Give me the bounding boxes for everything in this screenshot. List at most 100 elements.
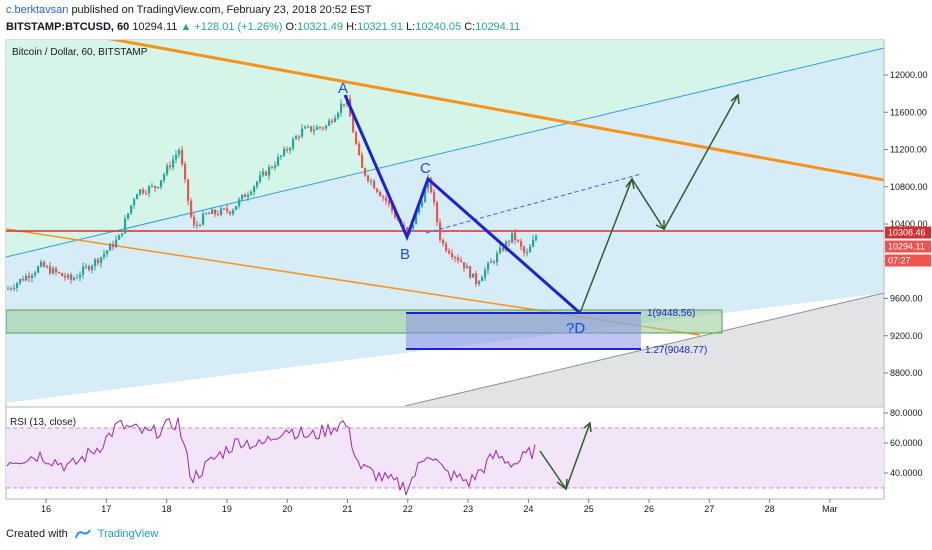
price-tick-label: 10400.00 [890,219,928,229]
candle-body [85,266,88,268]
time-tick-label: 19 [222,504,232,514]
price-tick-label: 11200.00 [890,145,927,155]
candle-body [271,167,274,169]
rsi-tick-label: 40.0000 [890,468,923,478]
candle-body [160,180,163,188]
candle-body [88,266,91,270]
candle-body [208,213,211,215]
price-axis[interactable]: 12000.00 11600.00 11200.00 10800.00 10400.00… [884,70,928,378]
candle-body [154,185,157,189]
candle-body [25,275,28,281]
candle-body [232,209,235,214]
time-tick-label: 28 [765,504,775,514]
candle-body [322,127,325,129]
candle-body [529,246,532,253]
candle-body [238,199,241,207]
candle-body [247,194,250,198]
candle-body [448,250,451,254]
candle-body [523,246,526,253]
candle-body [379,191,382,197]
point-c-label: C [420,160,431,177]
candle-body [355,132,358,144]
candle-body [478,281,481,285]
candle-body [250,192,253,195]
l-label: L: [406,21,416,33]
candles [7,94,538,292]
candle-body [364,167,367,176]
harmonic-pattern [343,94,581,315]
candle-body [286,148,289,151]
candle-body [487,262,490,270]
chart-area[interactable]: A B C ?D 1(9448.56) 1.27(9048.77) Bitcoi… [0,37,932,517]
candle-body [451,253,454,258]
fib-label-1: 1(9448.56) [647,308,695,319]
candle-body [31,275,34,278]
time-tick-label: 16 [41,504,51,514]
candle-body [64,276,67,278]
candle-body [175,154,178,160]
candle-body [28,275,31,278]
candle-body [361,155,364,168]
point-a-label: A [338,80,348,97]
candle-body [274,165,277,168]
price-tick-label: 8800.00 [890,368,923,378]
candle-body [295,136,298,140]
candle-body [328,120,331,126]
author-link[interactable]: c.berktavsan [6,4,69,16]
candle-body [76,277,79,279]
projection-dashed [425,173,642,234]
candle-body [535,236,538,240]
candle-body [316,126,319,130]
candle-body [484,269,487,278]
candle-body [475,273,478,285]
candle-body [100,257,103,264]
candle-body [124,218,127,234]
candle-body [502,247,505,251]
price-tick-label: 9600.00 [890,294,923,304]
price-tick-label: 11600.00 [890,107,927,117]
candle-body [472,273,475,278]
price-change: ▲ +128.01 (+1.26%) [180,21,283,33]
candle-body [106,250,109,254]
candle-body [211,209,214,214]
candle-body [394,210,397,218]
candle-body [196,224,199,226]
candle-body [91,265,94,270]
candle-body [13,287,16,289]
candle-body [223,208,226,210]
publish-line: c.berktavsan published on TradingView.co… [6,4,371,16]
time-tick-label: 22 [403,504,413,514]
candle-body [241,194,244,200]
candle-body [496,253,499,263]
candle-body [445,243,448,251]
channel-bottom-line [404,292,884,406]
candle-body [40,261,43,267]
tradingview-brand[interactable]: TradingView [97,528,159,540]
candle-body [181,150,184,165]
candle-body [193,216,196,226]
candle-body [340,103,343,113]
candle-body [277,157,280,166]
projection-path [579,94,739,314]
candle-body [145,193,148,195]
candle-body [490,261,493,263]
candle-body [265,171,268,176]
candle-body [79,274,82,278]
low-value: 10240.05 [415,21,462,33]
rsi-title: RSI (13, close) [10,417,76,428]
candle-body [157,187,160,189]
candle-body [73,277,76,280]
candle-body [259,175,262,182]
candle-body [457,257,460,261]
arrow-head-3 [730,93,740,105]
candle-body [139,189,142,195]
time-axis[interactable]: 16 17 18 19 20 21 22 23 24 25 26 27 28 Mar [41,499,838,514]
candle-body [58,272,61,274]
candle-body [262,171,265,176]
candle-body [151,185,154,187]
tradingview-logo-icon [74,529,91,539]
candle-body [121,233,124,236]
candle-body [49,266,52,274]
candle-body [280,155,283,158]
candle-body [43,261,46,267]
